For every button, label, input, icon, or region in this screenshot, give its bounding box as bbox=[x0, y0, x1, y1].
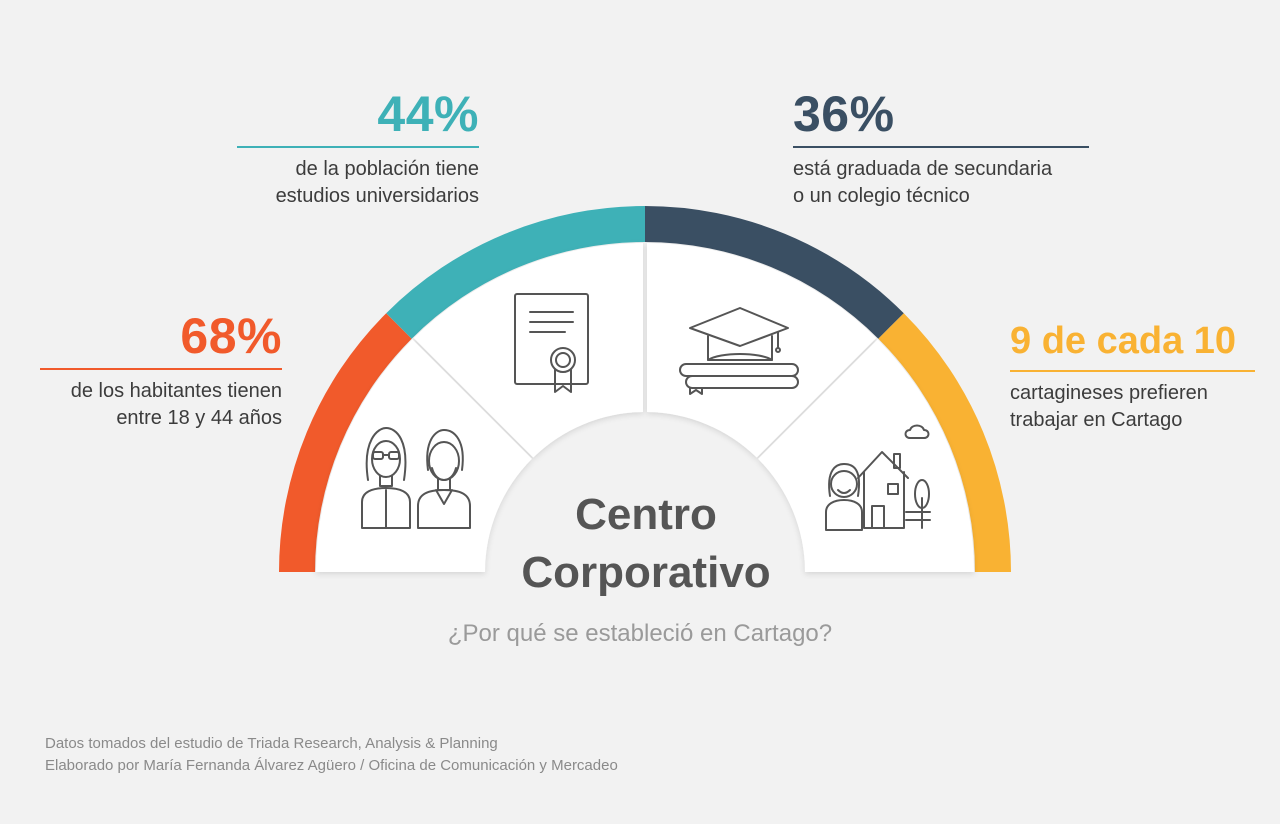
panel-work bbox=[758, 339, 974, 572]
arc-segment-teal bbox=[386, 206, 645, 339]
stat-university-rule bbox=[237, 146, 479, 148]
stat-university-value: 44% bbox=[377, 86, 479, 142]
stat-age-value: 68% bbox=[180, 308, 282, 364]
couple-icon bbox=[361, 427, 471, 529]
stat-secondary: 36% está graduada de secundaria o un col… bbox=[793, 86, 1089, 210]
stat-work-desc-1: cartagineses prefieren bbox=[1010, 382, 1208, 404]
stat-secondary-rule bbox=[793, 146, 1089, 148]
stat-work-rule bbox=[1010, 370, 1255, 372]
stat-age-desc-1: de los habitantes tienen bbox=[70, 380, 282, 402]
diploma-icon bbox=[514, 293, 589, 393]
page-subtitle: ¿Por qué se estableció en Cartago? bbox=[447, 620, 833, 647]
footer-credits: Datos tomados del estudio de Triada Rese… bbox=[45, 733, 618, 777]
stat-secondary-desc-1: está graduada de secundaria bbox=[793, 158, 1053, 180]
stat-work-desc-2: trabajar en Cartago bbox=[1010, 409, 1183, 431]
stat-university-desc-2: estudios universidarios bbox=[275, 185, 479, 207]
arc-segment-navy bbox=[645, 206, 904, 339]
footer-line-2: Elaborado por María Fernanda Álvarez Agü… bbox=[45, 757, 618, 774]
stat-work-value: 9 de cada 10 bbox=[1010, 320, 1237, 362]
title-line-1: Centro bbox=[575, 490, 717, 539]
arc-segment-yellow bbox=[878, 313, 1011, 572]
stat-age-rule bbox=[40, 368, 282, 370]
woman-home-icon bbox=[825, 424, 931, 531]
stat-secondary-desc-2: o un colegio técnico bbox=[793, 185, 970, 207]
stat-university-desc-1: de la población tiene bbox=[295, 158, 479, 180]
panel-secondary bbox=[647, 243, 877, 458]
panel-university bbox=[413, 243, 643, 458]
stat-secondary-value: 36% bbox=[793, 86, 895, 142]
page-title: Centro Corporativo bbox=[440, 486, 852, 602]
arc-segment-orange bbox=[279, 313, 412, 572]
stat-university: 44% de la población tiene estudios unive… bbox=[237, 86, 479, 210]
stat-age-desc-2: entre 18 y 44 años bbox=[116, 407, 282, 429]
panel-demographics bbox=[316, 339, 532, 572]
graduation-cap-icon bbox=[679, 307, 799, 395]
stat-age: 68% de los habitantes tienen entre 18 y … bbox=[40, 308, 282, 432]
title-line-2: Corporativo bbox=[521, 548, 771, 597]
stat-work: 9 de cada 10 cartagineses prefieren trab… bbox=[1010, 316, 1255, 434]
footer-line-1: Datos tomados del estudio de Triada Rese… bbox=[45, 735, 498, 752]
